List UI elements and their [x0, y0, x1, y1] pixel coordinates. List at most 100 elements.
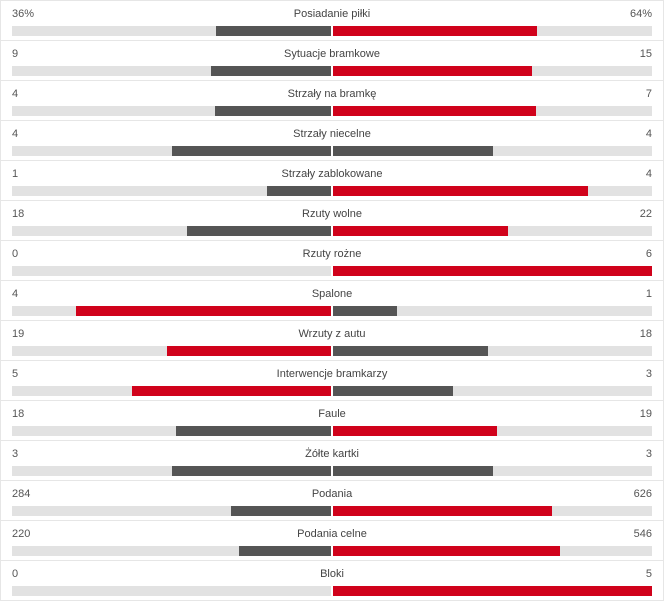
away-bar-track [333, 546, 652, 556]
away-value: 19 [639, 408, 652, 420]
away-bar-fill [333, 186, 589, 196]
stat-label: Wrzuty z autu [298, 328, 366, 340]
stat-row-12: 284 Podania 626 [1, 481, 663, 521]
home-value: 9 [12, 48, 19, 60]
home-bar-fill [167, 346, 331, 356]
home-bar-track [12, 66, 331, 76]
home-value: 18 [12, 208, 25, 220]
home-bar-track [12, 186, 331, 196]
stat-bars [12, 66, 652, 76]
away-bar-track [333, 466, 652, 476]
stat-label: Posiadanie piłki [293, 8, 371, 20]
home-bar-fill [211, 66, 331, 76]
stat-label: Strzały na bramkę [287, 88, 377, 100]
stat-row-14: 0 Bloki 5 [1, 561, 663, 601]
stat-row-6: 0 Rzuty rożne 6 [1, 241, 663, 281]
home-value: 220 [12, 528, 31, 540]
home-value: 3 [12, 448, 19, 460]
stat-bars [12, 226, 652, 236]
stat-row-11: 3 Żółte kartki 3 [1, 441, 663, 481]
home-bar-track [12, 466, 331, 476]
away-bar-fill [333, 346, 489, 356]
home-value: 36% [12, 8, 35, 20]
stat-bars [12, 346, 652, 356]
stat-bars [12, 426, 652, 436]
stat-row-1: 9 Sytuacje bramkowe 15 [1, 41, 663, 81]
home-bar-track [12, 266, 331, 276]
away-bar-fill [333, 586, 652, 596]
home-value: 0 [12, 568, 19, 580]
stat-bars [12, 466, 652, 476]
stat-label: Podania celne [297, 528, 367, 540]
home-bar-track [12, 226, 331, 236]
home-value: 4 [12, 88, 19, 100]
home-value: 4 [12, 288, 19, 300]
stat-label: Żółte kartki [305, 448, 359, 460]
away-value: 22 [639, 208, 652, 220]
stat-row-10: 18 Faule 19 [1, 401, 663, 441]
away-value: 7 [645, 88, 652, 100]
home-bar-track [12, 546, 331, 556]
home-bar-track [12, 306, 331, 316]
away-bar-track [333, 66, 652, 76]
home-bar-fill [187, 226, 331, 236]
stat-label: Podania [311, 488, 353, 500]
away-bar-fill [333, 226, 509, 236]
stat-row-7: 4 Spalone 1 [1, 281, 663, 321]
away-bar-track [333, 306, 652, 316]
away-bar-fill [333, 426, 497, 436]
home-bar-track [12, 146, 331, 156]
stat-bars [12, 306, 652, 316]
stat-label: Interwencje bramkarzy [276, 368, 388, 380]
away-bar-track [333, 266, 652, 276]
away-value: 626 [633, 488, 652, 500]
stat-label: Strzały zablokowane [281, 168, 383, 180]
home-bar-track [12, 26, 331, 36]
home-value: 0 [12, 248, 19, 260]
stat-label: Strzały niecelne [293, 128, 371, 140]
home-value: 284 [12, 488, 31, 500]
home-value: 18 [12, 408, 25, 420]
home-bar-track [12, 346, 331, 356]
away-bar-track [333, 506, 652, 516]
away-bar-fill [333, 506, 553, 516]
away-bar-track [333, 146, 652, 156]
home-bar-fill [75, 306, 331, 316]
home-bar-fill [171, 466, 331, 476]
home-bar-fill [175, 426, 331, 436]
away-value: 3 [645, 448, 652, 460]
stat-row-4: 1 Strzały zablokowane 4 [1, 161, 663, 201]
home-bar-fill [267, 186, 331, 196]
stat-label: Faule [318, 408, 346, 420]
home-bar-track [12, 106, 331, 116]
stat-label: Rzuty rożne [302, 248, 362, 260]
stat-row-0: 36% Posiadanie piłki 64% [1, 1, 663, 41]
away-value: 4 [645, 168, 652, 180]
away-bar-track [333, 586, 652, 596]
away-value: 6 [645, 248, 652, 260]
away-value: 1 [645, 288, 652, 300]
stat-row-3: 4 Strzały niecelne 4 [1, 121, 663, 161]
away-bar-fill [333, 26, 538, 36]
home-bar-track [12, 506, 331, 516]
home-value: 4 [12, 128, 19, 140]
home-value: 19 [12, 328, 25, 340]
away-value: 3 [645, 368, 652, 380]
home-bar-fill [131, 386, 331, 396]
away-bar-track [333, 346, 652, 356]
stat-bars [12, 186, 652, 196]
stat-row-13: 220 Podania celne 546 [1, 521, 663, 561]
away-value: 64% [629, 8, 652, 20]
stat-row-5: 18 Rzuty wolne 22 [1, 201, 663, 241]
stat-label: Rzuty wolne [302, 208, 362, 220]
home-bar-track [12, 586, 331, 596]
away-bar-track [333, 186, 652, 196]
away-bar-fill [333, 546, 561, 556]
home-value: 1 [12, 168, 19, 180]
stat-row-8: 19 Wrzuty z autu 18 [1, 321, 663, 361]
stat-bars [12, 146, 652, 156]
home-bar-track [12, 426, 331, 436]
stat-label: Spalone [311, 288, 353, 300]
stat-label: Sytuacje bramkowe [284, 48, 380, 60]
